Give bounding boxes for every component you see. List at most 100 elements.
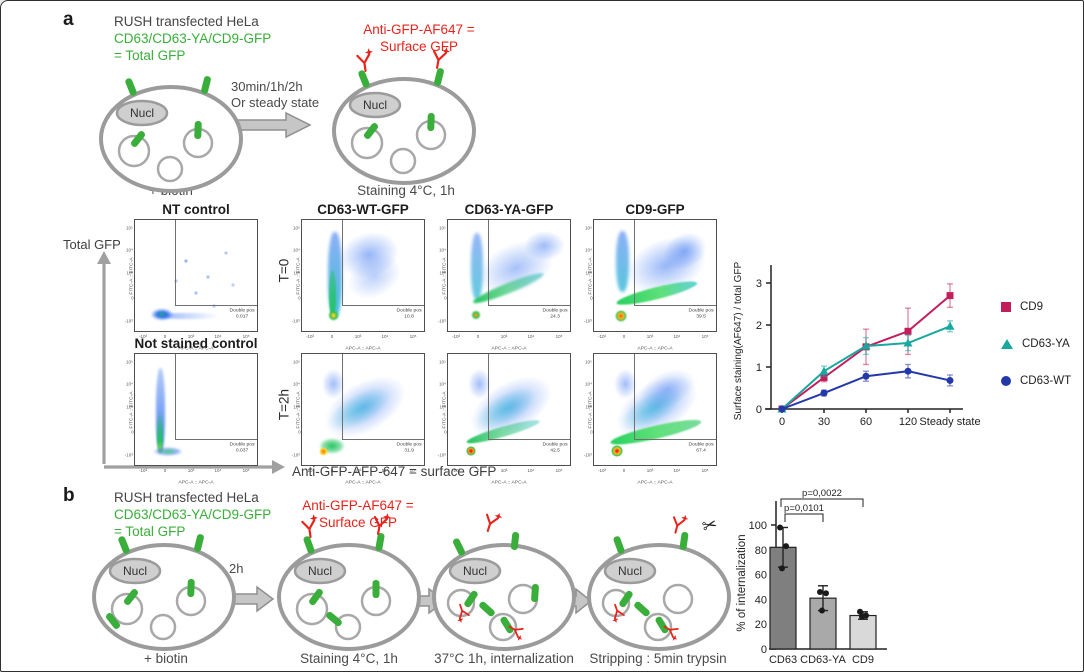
y-tick-label: 10⁴ (292, 247, 300, 253)
gate-line-vertical (175, 220, 177, 306)
gate-line-vertical (634, 220, 636, 306)
y-tick-label: 10⁵ (585, 225, 592, 231)
x-tick-label: 10⁵ (701, 334, 709, 339)
x-tick-label: 10³ (354, 334, 362, 339)
vesicle (488, 612, 518, 642)
y-tick-label: 10⁵ (126, 359, 133, 365)
data-point (783, 543, 789, 550)
flow-plot-area: Double pos 24.3 (447, 219, 571, 332)
y-tick-label: 10⁵ (439, 359, 446, 365)
scissors-icon: ✂ (700, 514, 720, 537)
x-tick-label: 10³ (354, 468, 362, 473)
cell-b1-biotin: Nucl (92, 534, 236, 651)
flow-plot-area: Double pos 10.8 (301, 219, 425, 332)
x-tick-label: 10⁵ (409, 334, 417, 339)
antibody-icon (373, 513, 392, 535)
panel-a-label: a (63, 9, 74, 30)
flow-plot-wt_t2: Double pos 31.9 -10³ 0 10³ 10⁴ 10⁵ 10⁵ 10⁴ 10³ 0 -1… (292, 353, 425, 485)
nucleus (115, 99, 169, 127)
gate-line-horizontal (634, 439, 716, 441)
data-point (820, 374, 828, 381)
y-tick-label: 1 (756, 362, 762, 374)
data-point (779, 565, 785, 572)
vesicle (662, 583, 694, 615)
x-axis-title: APC-A :: APC-A (345, 479, 381, 485)
x-tick-label: 10⁴ (673, 468, 681, 473)
y-tick-label: -10³ (583, 452, 592, 458)
panel-a-antibody-label: Anti-GFP-AF647 = Surface GFP (349, 21, 489, 55)
gfp-receptor-icon (452, 538, 466, 556)
x-tick-label: 10³ (500, 334, 508, 339)
x-tick-label: 10⁴ (381, 334, 389, 339)
cell2-caption: Staining 4°C, 1h (357, 183, 455, 198)
gfp-receptor-icon (123, 589, 139, 605)
x-tick-label: -10³ (451, 468, 460, 473)
vesicle (110, 592, 144, 626)
legend-label: CD63-YA (1022, 337, 1070, 350)
x-tick-label: Steady state (919, 416, 980, 428)
x-tick-label: 0 (622, 334, 626, 339)
y-tick-label: 10³ (293, 404, 300, 410)
gfp-receptor-icon (531, 583, 539, 603)
x-tick-label: 120 (899, 416, 917, 428)
gfp-receptor-icon (363, 123, 379, 139)
y-tick-label: 0 (444, 429, 447, 435)
desc-line-3: = Total GFP (114, 524, 186, 539)
x-tick-label: -10³ (305, 468, 314, 473)
panel-a-arrow-label: 30min/1h/2h Or steady state (231, 79, 320, 110)
y-tick-label: 0 (590, 295, 593, 301)
surface-gfp-axis-label: Anti-GFP-AFP-647 = surface GFP (292, 464, 497, 479)
gfp-receptor-icon (619, 590, 633, 608)
cell-a2-stained: Nucl (332, 47, 476, 185)
x-tick-label: 0 (476, 334, 480, 339)
flow-plot-ya_t2: Double pos 42.5 -10³ 0 10³ 10⁴ 10⁵ 10⁵ 10⁴ 10³ 0 -1… (438, 353, 571, 485)
y-tick-label: 10⁵ (585, 359, 592, 365)
x-tick-label: 10⁴ (673, 334, 681, 339)
antibody-icon (432, 47, 451, 69)
data-point (819, 607, 825, 614)
x-tick-label: 60 (860, 416, 872, 428)
flow-plot-ya_t0: CD63-YA-GFP Double pos 24.3 -10³ 0 10³ 10⁴ 10⁵ 1… (438, 202, 571, 351)
x-tick-label: 10⁴ (214, 334, 222, 339)
gfp-receptor-icon (130, 131, 146, 147)
x-tick-label: 10³ (646, 468, 654, 473)
legend-item-CD63-YA: CD63-YA (1001, 337, 1071, 350)
antibody-label-line-2: Surface GFP (318, 515, 398, 530)
data-point (904, 367, 912, 375)
y-tick-label: 10⁴ (438, 247, 446, 253)
nucleus (448, 557, 502, 585)
y-tick-label: 100 (749, 520, 767, 532)
gate-line-horizontal (175, 439, 257, 441)
gfp-receptor-icon (358, 70, 370, 88)
data-point (904, 327, 912, 335)
y-tick-label: -10³ (291, 452, 300, 458)
gfp-receptor-icon (613, 536, 625, 554)
gfp-receptor-icon (464, 590, 478, 608)
panel-b-description: RUSH transfected HeLa CD63/CD63-YA/CD9-G… (114, 489, 271, 540)
flow-plot-area: Double pos 67.4 (593, 353, 717, 466)
flow-plot-title: CD63-YA-GFP (464, 202, 554, 217)
x-axis-title: APC-A :: APC-A (491, 479, 527, 485)
y-tick-label: -10³ (583, 318, 592, 324)
antibody-label-line-1: Anti-GFP-AF647 = (363, 22, 475, 37)
y-axis-title: FITC-A :: FITC-A (128, 256, 134, 295)
y-axis-title: FITC-A :: FITC-A (441, 256, 447, 295)
double-pos-gate-label: Double pos 0.037 (229, 441, 255, 453)
vesicle (149, 613, 177, 641)
significance-label: p=0,0022 (802, 488, 842, 499)
gate-line-vertical (342, 354, 344, 440)
x-tick-label: 0 (163, 468, 167, 473)
double-pos-gate-label: Double pos 39.5 (688, 307, 714, 319)
gate-line-vertical (488, 220, 490, 306)
y-tick-label: 10⁴ (584, 381, 592, 387)
x-tick-label: 0 (330, 468, 334, 473)
gfp-receptor-icon (427, 112, 435, 132)
flow-plot-area: Double pos 39.5 (593, 219, 717, 332)
y-tick-label: 10³ (293, 270, 300, 276)
x-category-label: CD9 (852, 654, 874, 666)
y-tick-label: 0 (444, 295, 447, 301)
bar-CD9 (849, 614, 877, 650)
y-tick-label: 10⁵ (439, 225, 446, 231)
row-label-t2h: T=2h (276, 388, 292, 421)
gfp-receptor-icon (679, 532, 689, 550)
